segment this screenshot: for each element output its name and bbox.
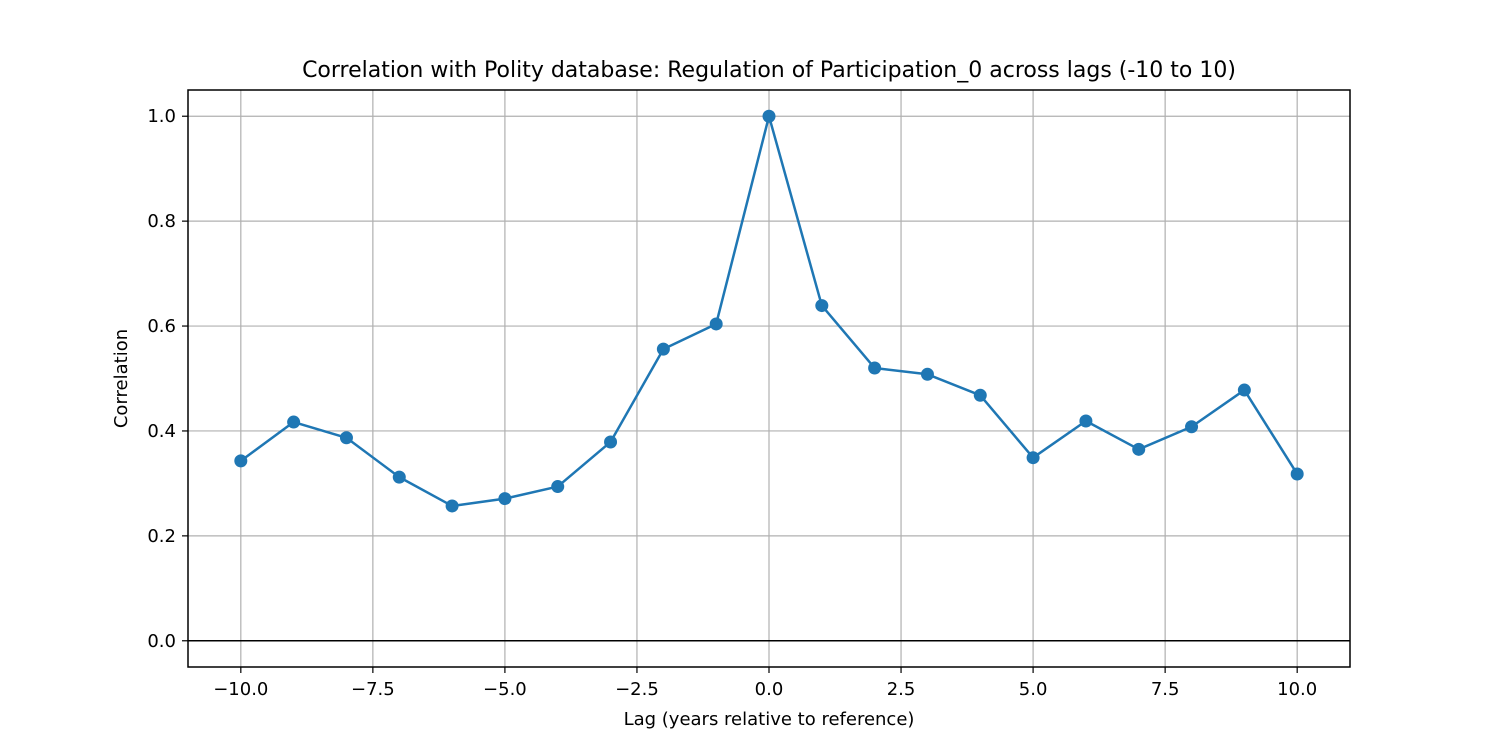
data-point <box>234 454 248 468</box>
data-point <box>392 470 406 484</box>
data-point <box>973 388 987 402</box>
x-tick-label: 5.0 <box>1019 679 1048 700</box>
data-point <box>762 109 776 123</box>
data-point <box>815 299 829 313</box>
y-tick-label: 1.0 <box>147 106 176 127</box>
y-tick-label: 0.4 <box>147 421 176 442</box>
y-axis-ticks: 0.0 0.2 0.4 0.6 0.8 1.0 <box>147 106 188 652</box>
x-tick-label: 2.5 <box>887 679 916 700</box>
data-point <box>656 342 670 356</box>
data-point <box>287 415 301 429</box>
data-point <box>445 499 459 513</box>
y-tick-label: 0.6 <box>147 316 176 337</box>
x-tick-label: −5.0 <box>483 679 527 700</box>
x-tick-label: −10.0 <box>213 679 268 700</box>
x-tick-label: 10.0 <box>1277 679 1317 700</box>
y-tick-label: 0.2 <box>147 526 176 547</box>
x-tick-label: 0.0 <box>755 679 784 700</box>
data-point <box>1132 442 1146 456</box>
y-axis-title: Correlation <box>111 329 132 428</box>
x-tick-label: −7.5 <box>351 679 395 700</box>
x-axis-title: Lag (years relative to reference) <box>624 709 915 730</box>
x-tick-label: 7.5 <box>1151 679 1180 700</box>
data-point <box>1185 420 1199 434</box>
x-tick-label: −2.5 <box>615 679 659 700</box>
data-point <box>920 367 934 381</box>
data-point <box>868 361 882 375</box>
grid-lines <box>188 90 1350 667</box>
data-point <box>339 431 353 445</box>
y-tick-label: 0.8 <box>147 211 176 232</box>
data-point <box>604 435 618 449</box>
series-layer <box>234 109 1304 513</box>
data-point <box>1079 414 1093 428</box>
data-point <box>1290 467 1304 481</box>
data-point <box>551 480 565 494</box>
data-point <box>498 492 512 506</box>
y-tick-label: 0.0 <box>147 631 176 652</box>
data-point <box>709 317 723 331</box>
data-point <box>1026 451 1040 465</box>
x-axis-ticks: −10.0 −7.5 −5.0 −2.5 0.0 2.5 5.0 7.5 10.0 <box>213 667 1317 700</box>
chart-title: Correlation with Polity database: Regula… <box>302 58 1236 83</box>
data-point <box>1237 383 1251 397</box>
